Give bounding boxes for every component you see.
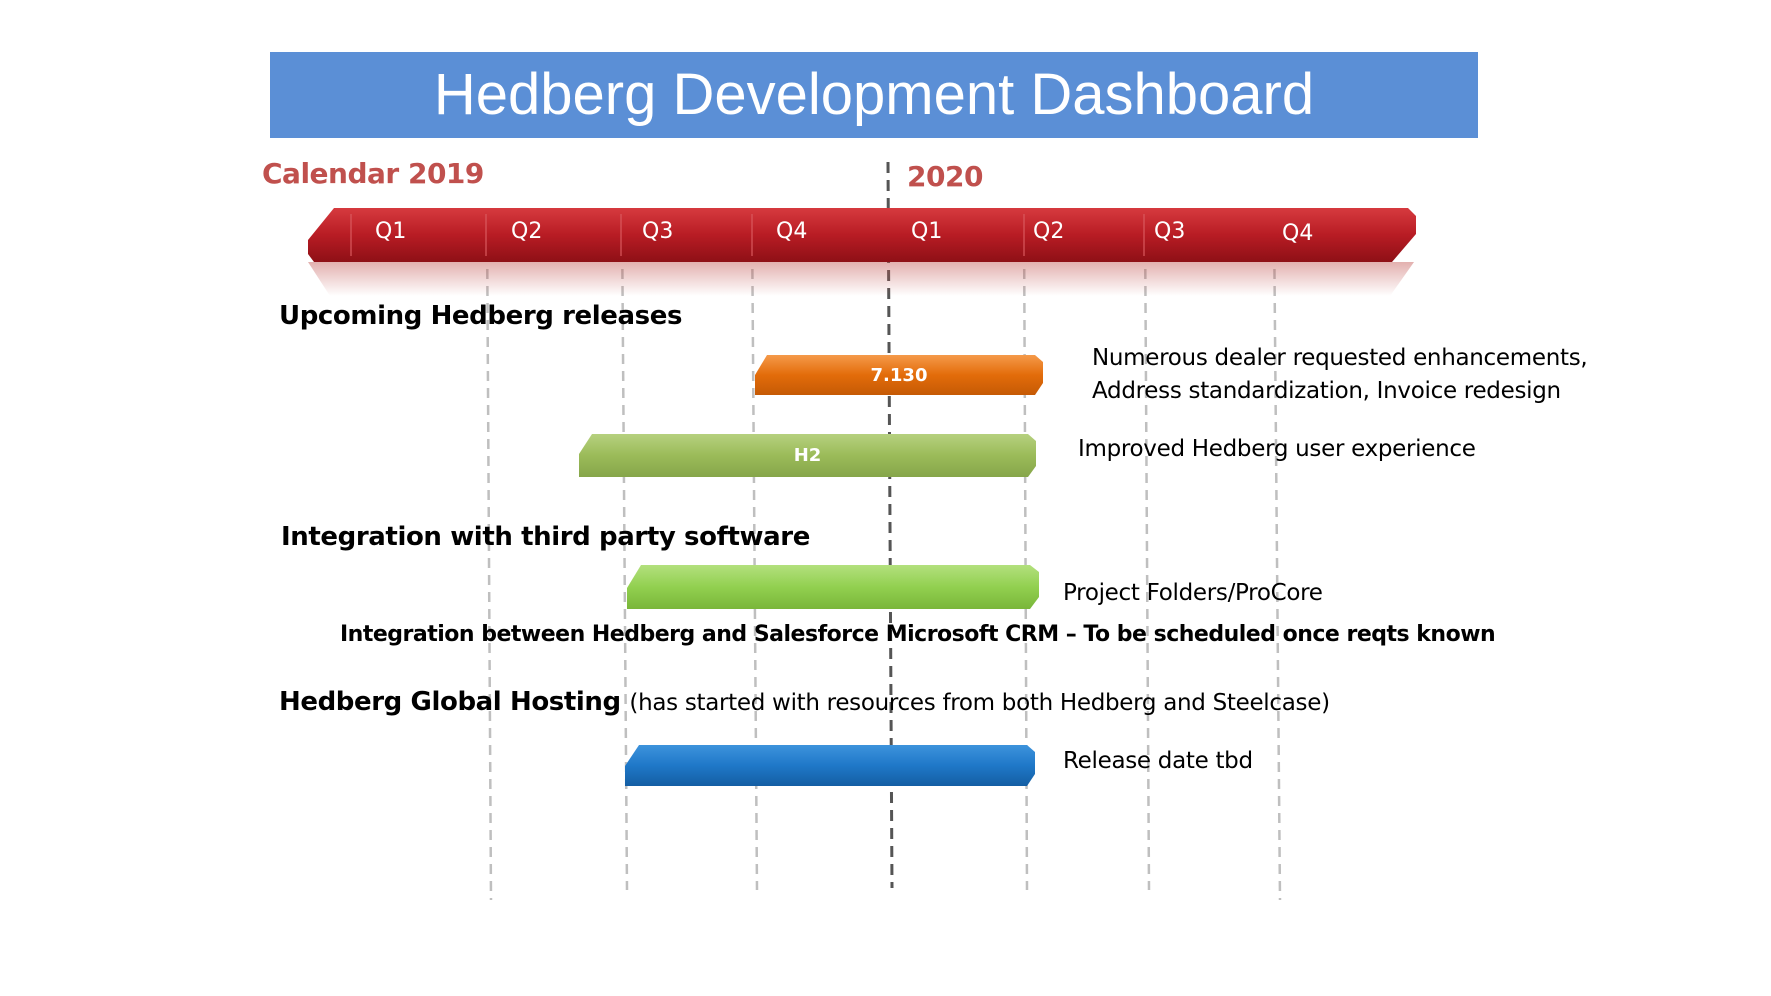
page-title: Hedberg Development Dashboard: [433, 62, 1315, 127]
release-7130-bar: [755, 355, 1043, 395]
quarter-label: Q4: [776, 219, 808, 244]
release-h2-bar: [579, 434, 1036, 477]
procore-description: Project Folders/ProCore: [1063, 580, 1323, 606]
band-separators: [350, 214, 1145, 256]
quarter-label: Q1: [375, 219, 407, 244]
bar-label-7130: 7.130: [870, 365, 928, 386]
release-h2-description: Improved Hedberg user experience: [1078, 436, 1476, 462]
hosting-subheading: (has started with resources from both He…: [629, 690, 1330, 716]
quarter-label: Q3: [642, 219, 674, 244]
crm-integration-note: Integration between Hedberg and Salesfor…: [340, 622, 1496, 647]
quarter-label: Q2: [511, 219, 543, 244]
quarter-label: Q4: [1282, 221, 1314, 246]
global-hosting-bar: [625, 745, 1035, 786]
section-heading-integration: Integration with third party software: [281, 522, 810, 552]
quarter-gridlines: [485, 217, 1282, 901]
year-label-2020: 2020: [907, 160, 983, 193]
procore-integration-bar: [627, 565, 1039, 609]
section-heading-hosting: Hedberg Global Hosting (has started with…: [279, 686, 1330, 719]
timeline-reflection: [308, 262, 1414, 296]
quarter-label: Q1: [911, 219, 943, 244]
year-label-2019: Calendar 2019: [262, 157, 484, 190]
quarter-label: Q2: [1033, 219, 1065, 244]
quarter-label: Q3: [1154, 219, 1186, 244]
bar-label-h2: H2: [793, 445, 822, 466]
title-banner: Hedberg Development Dashboard: [270, 52, 1478, 138]
hosting-description: Release date tbd: [1063, 748, 1253, 774]
section-heading-releases: Upcoming Hedberg releases: [279, 301, 683, 331]
year-divider-line: [886, 161, 894, 889]
timeline-band: [308, 208, 1416, 262]
release-7130-description-line2: Address standardization, Invoice redesig…: [1092, 378, 1561, 404]
hosting-heading-text: Hedberg Global Hosting: [279, 687, 621, 717]
release-7130-description-line1: Numerous dealer requested enhancements,: [1092, 345, 1588, 371]
